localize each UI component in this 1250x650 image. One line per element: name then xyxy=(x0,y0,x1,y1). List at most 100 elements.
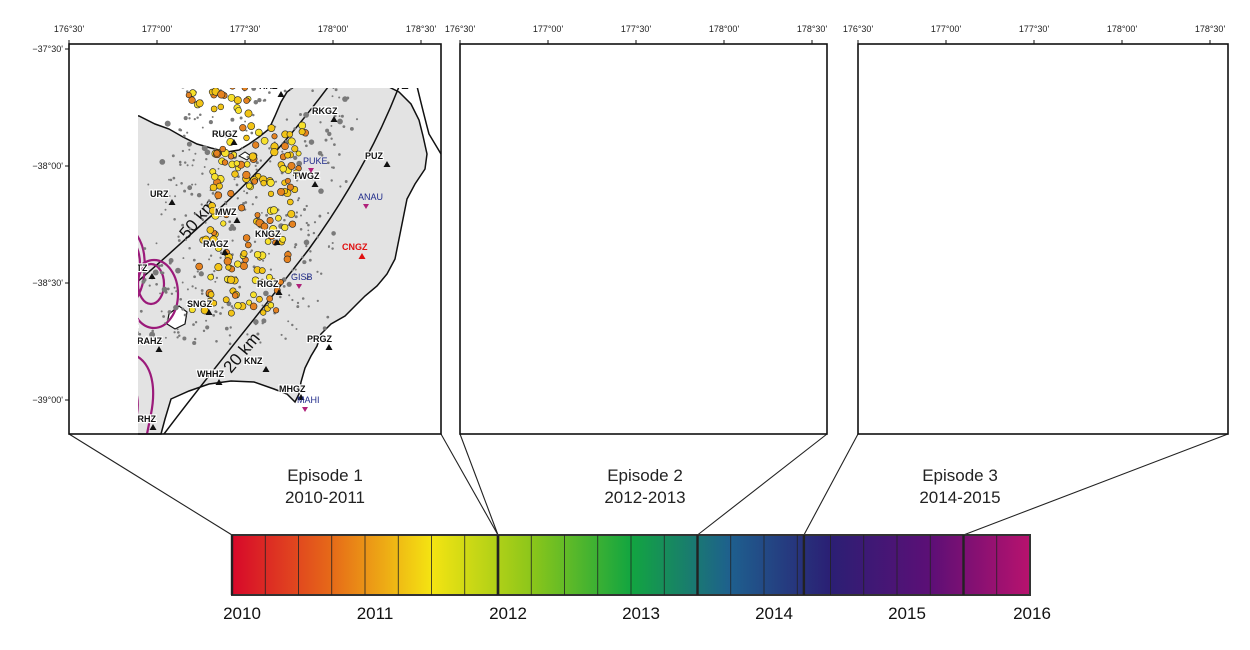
background-event xyxy=(736,180,739,183)
background-event xyxy=(944,283,947,286)
background-event xyxy=(700,259,703,262)
background-event xyxy=(596,149,602,155)
background-event xyxy=(1124,88,1127,91)
background-event xyxy=(1000,75,1003,78)
background-event xyxy=(547,242,549,244)
background-event xyxy=(200,292,204,295)
background-event xyxy=(1121,242,1123,244)
panel-frame xyxy=(68,43,442,435)
gps-gisb-label: GISB xyxy=(1080,272,1102,282)
background-event xyxy=(590,271,595,276)
station-twgz-label: TWGZ xyxy=(293,171,320,181)
station-puz-label: PUZ xyxy=(1154,151,1173,161)
lon-tick-label: 178°00' xyxy=(318,24,349,34)
background-event xyxy=(718,132,722,136)
background-event xyxy=(178,128,182,132)
episode-event xyxy=(247,122,256,130)
lake xyxy=(956,306,976,329)
episode-event xyxy=(281,142,289,151)
background-event xyxy=(601,277,603,279)
episode-event xyxy=(583,316,590,323)
episode-event xyxy=(267,231,276,240)
station-wmgz-label: WMGZ xyxy=(774,73,803,83)
background-event xyxy=(632,261,634,263)
episode-event xyxy=(568,319,574,325)
background-event xyxy=(954,337,956,339)
contour-label-40: 40 xyxy=(466,226,476,236)
background-event xyxy=(990,218,992,220)
background-event xyxy=(585,213,587,215)
episode-event xyxy=(195,262,203,271)
background-event xyxy=(174,195,177,198)
background-event xyxy=(191,183,194,186)
background-event xyxy=(969,182,972,185)
episode-event xyxy=(977,361,984,368)
background-event xyxy=(155,242,158,245)
background-event xyxy=(1051,260,1053,262)
episode-event xyxy=(976,241,983,248)
background-event xyxy=(569,239,572,242)
background-event xyxy=(1003,310,1006,313)
station-sngz-icon xyxy=(995,309,1002,315)
episode-event xyxy=(267,124,276,132)
background-event xyxy=(1128,115,1130,117)
background-event xyxy=(608,90,610,92)
background-event xyxy=(981,159,983,161)
episode-event xyxy=(585,82,590,87)
background-event xyxy=(933,278,935,280)
background-event xyxy=(212,314,216,317)
background-event xyxy=(193,275,196,279)
lon-tick-label: 178°30' xyxy=(1195,24,1226,34)
episode-event xyxy=(286,183,294,191)
background-event xyxy=(635,201,638,204)
lon-tick-label: 177°00' xyxy=(931,24,962,34)
background-event xyxy=(293,127,297,130)
background-event xyxy=(285,214,288,217)
background-event xyxy=(578,164,580,166)
background-event xyxy=(954,291,957,294)
episode-event xyxy=(242,234,251,242)
background-event xyxy=(945,242,947,244)
panel-frame xyxy=(857,43,1229,435)
background-event xyxy=(971,77,973,79)
background-event xyxy=(281,150,284,153)
station-rtz-label: RTZ xyxy=(521,263,539,273)
episode-event xyxy=(195,99,204,108)
episode-event xyxy=(518,317,524,323)
episode-event xyxy=(220,76,227,83)
station-wmgz-label: WMGZ xyxy=(1172,73,1201,83)
background-event xyxy=(254,164,257,167)
background-event xyxy=(949,341,952,344)
episode-event xyxy=(287,198,294,206)
station-mhgz-icon xyxy=(1087,394,1094,400)
background-event xyxy=(531,310,534,313)
episode-event xyxy=(254,212,261,218)
episode-event xyxy=(1122,105,1128,111)
background-event xyxy=(200,289,204,292)
episode-event xyxy=(298,128,306,136)
background-event xyxy=(540,332,546,338)
episode-event xyxy=(544,270,550,276)
background-event xyxy=(1045,333,1048,336)
episode-event xyxy=(1019,156,1026,163)
background-event xyxy=(559,310,563,314)
background-event xyxy=(545,272,548,275)
background-event xyxy=(702,89,705,92)
episode-event xyxy=(642,330,648,336)
background-event xyxy=(699,276,701,278)
station-twgz-icon xyxy=(1101,181,1108,187)
background-event xyxy=(228,334,232,337)
episode-event xyxy=(298,121,307,130)
connector-right xyxy=(697,433,828,536)
background-event xyxy=(727,86,729,88)
background-event xyxy=(245,191,249,195)
background-event xyxy=(532,280,536,284)
background-event xyxy=(723,87,725,89)
background-event xyxy=(142,269,147,274)
station-haz-icon xyxy=(1067,91,1074,97)
episode-event xyxy=(244,77,250,83)
background-event xyxy=(1003,281,1005,283)
episode-event xyxy=(1065,266,1072,273)
episode-event xyxy=(633,281,640,288)
episode-event xyxy=(223,211,230,219)
